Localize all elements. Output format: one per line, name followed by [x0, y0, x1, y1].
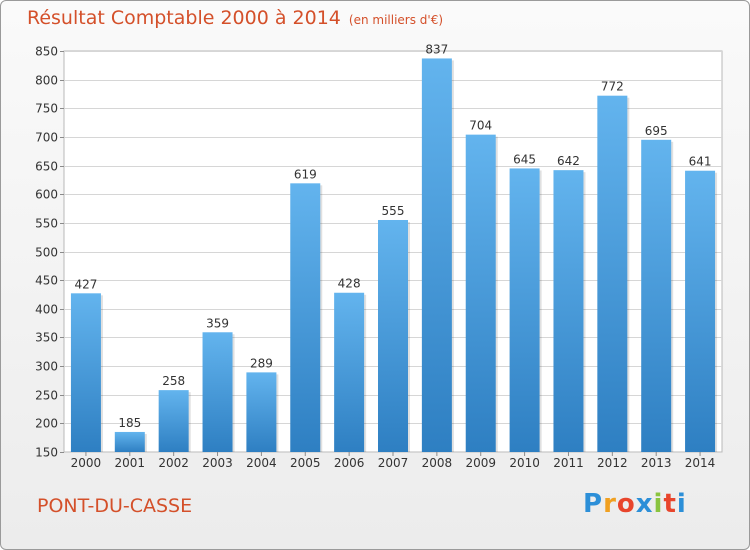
chart-title: Résultat Comptable 2000 à 2014 (en millie… — [27, 7, 443, 29]
bar — [158, 390, 189, 452]
data-label: 704 — [469, 119, 492, 133]
bar — [334, 292, 365, 452]
y-tick-label: 800 — [35, 74, 58, 88]
x-tick-label: 2014 — [685, 456, 716, 470]
bar — [553, 170, 584, 452]
x-tick-label: 2007 — [378, 456, 409, 470]
bar — [421, 58, 452, 452]
data-label: 258 — [162, 374, 185, 388]
logo-letter: o — [616, 489, 636, 519]
bar — [70, 293, 101, 452]
x-tick-label: 2008 — [422, 456, 453, 470]
x-tick-label: 2010 — [509, 456, 540, 470]
x-tick-label: 2006 — [334, 456, 365, 470]
bar — [246, 372, 277, 452]
y-tick-label: 150 — [35, 446, 58, 460]
bar — [465, 134, 496, 452]
x-tick-label: 2005 — [290, 456, 321, 470]
y-tick-label: 300 — [35, 360, 58, 374]
data-label: 289 — [250, 356, 273, 370]
data-label: 428 — [338, 277, 361, 291]
logo-letter: i — [653, 489, 664, 519]
data-label: 641 — [689, 155, 712, 169]
x-tick-label: 2013 — [641, 456, 672, 470]
data-label: 837 — [425, 42, 448, 56]
bar — [685, 170, 716, 452]
y-tick-label: 250 — [35, 389, 58, 403]
data-label: 359 — [206, 316, 229, 330]
logo-letter: i — [676, 489, 687, 519]
y-tick-label: 200 — [35, 417, 58, 431]
logo-letter: r — [603, 489, 617, 519]
logo-letter: x — [635, 489, 654, 519]
y-tick-label: 650 — [35, 160, 58, 174]
x-tick-label: 2011 — [553, 456, 584, 470]
y-tick-label: 750 — [35, 102, 58, 116]
data-label: 427 — [74, 277, 97, 291]
data-label: 185 — [118, 416, 141, 430]
data-label: 695 — [645, 124, 668, 138]
x-tick-label: 2004 — [246, 456, 277, 470]
bar — [509, 168, 540, 452]
y-tick-label: 350 — [35, 331, 58, 345]
x-tick-label: 2002 — [158, 456, 189, 470]
bar — [378, 219, 408, 452]
data-label: 645 — [513, 152, 536, 166]
y-tick-label: 450 — [35, 274, 58, 288]
y-tick-label: 500 — [35, 246, 58, 260]
y-tick-label: 550 — [35, 217, 58, 231]
y-tick-label: 700 — [35, 131, 58, 145]
logo-letter: P — [583, 489, 604, 519]
data-label: 555 — [382, 204, 405, 218]
logo-letter: t — [663, 489, 677, 519]
y-tick-label: 850 — [35, 45, 58, 59]
chart-title-text: Résultat Comptable 2000 à 2014 — [27, 7, 341, 29]
bar — [641, 139, 672, 453]
x-tick-label: 2009 — [465, 456, 496, 470]
x-tick-label: 2003 — [202, 456, 233, 470]
y-tick-label: 600 — [35, 188, 58, 202]
x-tick-label: 2000 — [71, 456, 102, 470]
x-tick-label: 2001 — [115, 456, 146, 470]
bar — [290, 183, 321, 452]
proxiti-logo: Proxiti — [583, 489, 687, 519]
bar — [202, 332, 233, 452]
y-tick-label: 400 — [35, 303, 58, 317]
bar — [114, 431, 145, 452]
bar — [597, 95, 628, 452]
x-tick-label: 2012 — [597, 456, 628, 470]
chart-subtitle: (en milliers d'€) — [348, 13, 444, 27]
data-label: 772 — [601, 80, 624, 94]
data-label: 619 — [294, 167, 317, 181]
data-label: 642 — [557, 154, 580, 168]
place-name: PONT-DU-CASSE — [37, 495, 193, 517]
